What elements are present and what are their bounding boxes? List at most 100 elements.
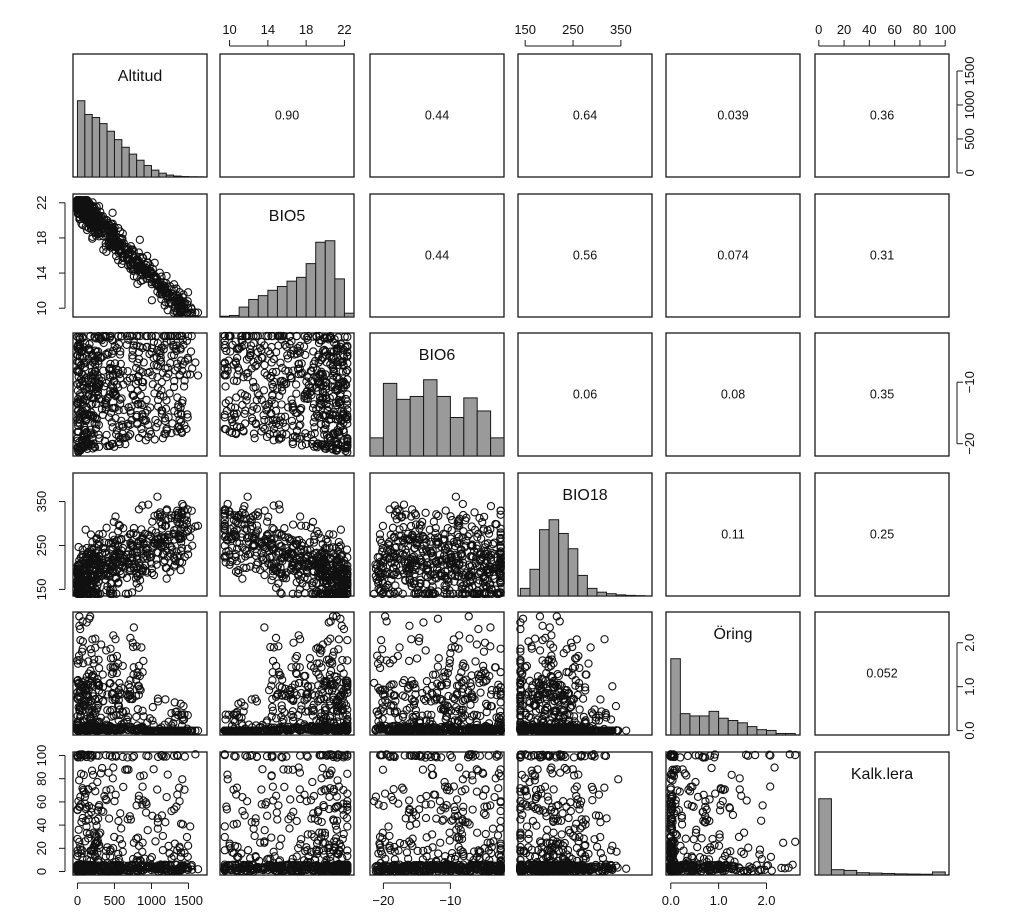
scatter-point-bio6-vs-altitud xyxy=(145,349,154,359)
scatter-point-bio5-vs-altitud xyxy=(157,272,166,281)
scatter-point-bio5-vs-altitud xyxy=(73,201,83,210)
histogram-bar-ring xyxy=(756,729,768,736)
histogram-bar-kalk-lera xyxy=(843,869,858,876)
histogram-bar-bio18 xyxy=(558,532,569,597)
scatter-point-bio6-vs-altitud xyxy=(111,390,120,400)
correlation-value-bio18-ring: 0.11 xyxy=(721,528,744,542)
scatter-point-bio5-vs-altitud xyxy=(183,288,193,297)
histogram-bar-ring xyxy=(670,658,681,736)
panel-frame-bio5-ring xyxy=(665,193,801,318)
scatter-point-ring-vs-bio6 xyxy=(480,638,490,647)
panel-frame-altitud-bio6 xyxy=(369,53,505,178)
scatter-point-bio6-vs-altitud xyxy=(86,425,95,434)
scatter-point-bio6-vs-altitud xyxy=(167,351,176,360)
scatter-point-bio5-vs-altitud xyxy=(151,272,160,281)
scatter-point-ring-vs-bio5 xyxy=(338,655,347,665)
scatter-point-bio5-vs-altitud xyxy=(83,209,93,218)
correlation-value-bio5-bio6: 0.44 xyxy=(425,249,449,263)
scatter-point-bio6-vs-altitud xyxy=(147,347,156,357)
scatter-point-ring-vs-altitud xyxy=(129,663,138,672)
scatter-point-bio6-vs-bio5 xyxy=(343,332,352,342)
scatter-point-bio6-vs-altitud xyxy=(85,340,94,349)
scatter-point-bio18-vs-bio6 xyxy=(486,501,496,511)
scatter-point-bio6-vs-altitud xyxy=(161,404,171,413)
scatter-point-ring-vs-bio6 xyxy=(496,698,505,707)
scatter-point-bio18-vs-bio6 xyxy=(432,510,441,519)
scatter-point-bio6-vs-altitud xyxy=(79,430,88,439)
scatter-point-bio6-vs-altitud xyxy=(176,403,185,412)
scatter-point-bio18-vs-bio6 xyxy=(388,523,398,532)
scatter-point-bio6-vs-altitud xyxy=(178,335,187,345)
scatter-point-bio6-vs-altitud xyxy=(158,368,168,377)
scatter-point-bio18-vs-bio5 xyxy=(288,520,298,529)
scatter-point-bio6-vs-altitud xyxy=(127,416,136,425)
histogram-bar-ring xyxy=(746,726,758,736)
scatter-point-bio6-vs-altitud xyxy=(161,331,171,341)
scatter-point-bio6-vs-altitud xyxy=(170,331,179,341)
histogram-bar-kalk-lera xyxy=(894,873,908,876)
histogram-bar-bio6 xyxy=(396,398,411,457)
scatter-point-bio18-vs-bio6 xyxy=(470,508,479,517)
scatter-point-bio6-vs-altitud xyxy=(81,437,90,446)
scatter-point-bio18-vs-altitud xyxy=(176,565,185,575)
histogram-bar-kalk-lera xyxy=(919,873,934,876)
scatter-point-bio6-vs-altitud xyxy=(172,346,181,356)
histogram-bar-altitud xyxy=(76,100,86,178)
scatter-point-ring-vs-bio6 xyxy=(380,612,390,621)
scatter-point-bio6-vs-altitud xyxy=(139,358,148,367)
histogram-bar-ring xyxy=(699,715,710,736)
scatter-point-ring-vs-bio6 xyxy=(373,659,383,668)
scatter-point-ring-vs-bio6 xyxy=(405,621,414,630)
scatter-point-bio6-vs-altitud xyxy=(117,420,127,429)
scatter-point-bio18-vs-bio5 xyxy=(336,525,346,534)
panel-frame-bio6-kalk-lera xyxy=(814,332,950,457)
scatter-point-bio6-vs-altitud xyxy=(94,394,104,404)
scatter-point-ring-vs-bio5 xyxy=(292,651,302,661)
histogram-bar-altitud xyxy=(165,174,175,178)
scatter-point-bio6-vs-altitud xyxy=(134,400,143,409)
scatter-point-bio6-vs-altitud xyxy=(142,395,151,405)
scatter-point-bio18-vs-bio6 xyxy=(451,492,461,501)
scatter-point-ring-vs-altitud xyxy=(99,696,108,706)
scatter-point-bio6-vs-altitud xyxy=(153,339,162,348)
scatter-point-bio18-vs-bio5 xyxy=(262,517,272,526)
scatter-point-bio6-vs-altitud xyxy=(103,442,112,451)
scatter-point-bio6-vs-bio5 xyxy=(277,400,286,409)
scatter-point-bio6-vs-altitud xyxy=(164,331,173,341)
scatter-point-ring-vs-bio6 xyxy=(444,663,454,673)
scatter-point-bio6-vs-altitud xyxy=(76,443,85,453)
histogram-bar-bio5 xyxy=(315,241,326,318)
scatter-point-bio6-vs-altitud xyxy=(172,427,181,436)
scatter-point-bio6-vs-altitud xyxy=(112,430,121,439)
scatter-point-bio6-vs-bio5 xyxy=(260,424,269,434)
scatter-point-ring-vs-bio6 xyxy=(465,634,474,643)
scatter-point-bio6-vs-altitud xyxy=(97,405,107,414)
scatter-point-bio5-vs-altitud xyxy=(82,214,91,223)
histogram-bar-altitud xyxy=(173,175,182,178)
scatter-point-bio6-vs-altitud xyxy=(180,376,189,385)
scatter-point-ring-vs-bio6 xyxy=(449,635,458,644)
histogram-bar-bio5 xyxy=(324,240,336,318)
scatter-point-bio6-vs-altitud xyxy=(162,396,171,405)
panel-frame-bio5-bio6 xyxy=(369,193,505,318)
scatter-point-bio6-vs-altitud xyxy=(95,434,104,443)
scatter-point-bio6-vs-altitud xyxy=(164,369,173,378)
scatter-point-bio18-vs-altitud xyxy=(134,583,144,592)
histogram-bar-bio18 xyxy=(529,568,541,597)
scatter-point-ring-vs-bio6 xyxy=(486,642,495,651)
scatter-point-bio6-vs-altitud xyxy=(160,414,170,423)
scatter-point-bio6-vs-altitud xyxy=(116,374,125,383)
scatter-point-bio5-vs-altitud xyxy=(193,308,203,317)
histogram-bar-ring xyxy=(689,715,701,736)
scatter-point-bio6-vs-altitud xyxy=(84,410,94,419)
scatter-point-bio18-vs-bio6 xyxy=(385,505,394,514)
scatter-point-bio6-vs-bio5 xyxy=(253,389,262,398)
scatter-point-bio6-vs-altitud xyxy=(170,376,179,386)
scatter-point-bio6-vs-altitud xyxy=(138,343,147,353)
scatter-point-ring-vs-bio6 xyxy=(464,612,473,621)
scatter-point-bio5-vs-altitud xyxy=(107,242,117,251)
scatter-point-bio18-vs-altitud xyxy=(102,523,111,532)
scatter-point-bio5-vs-altitud xyxy=(157,282,166,291)
scatter-point-bio6-vs-altitud xyxy=(105,441,115,451)
correlation-value-bio6-bio18: 0.06 xyxy=(573,388,597,402)
